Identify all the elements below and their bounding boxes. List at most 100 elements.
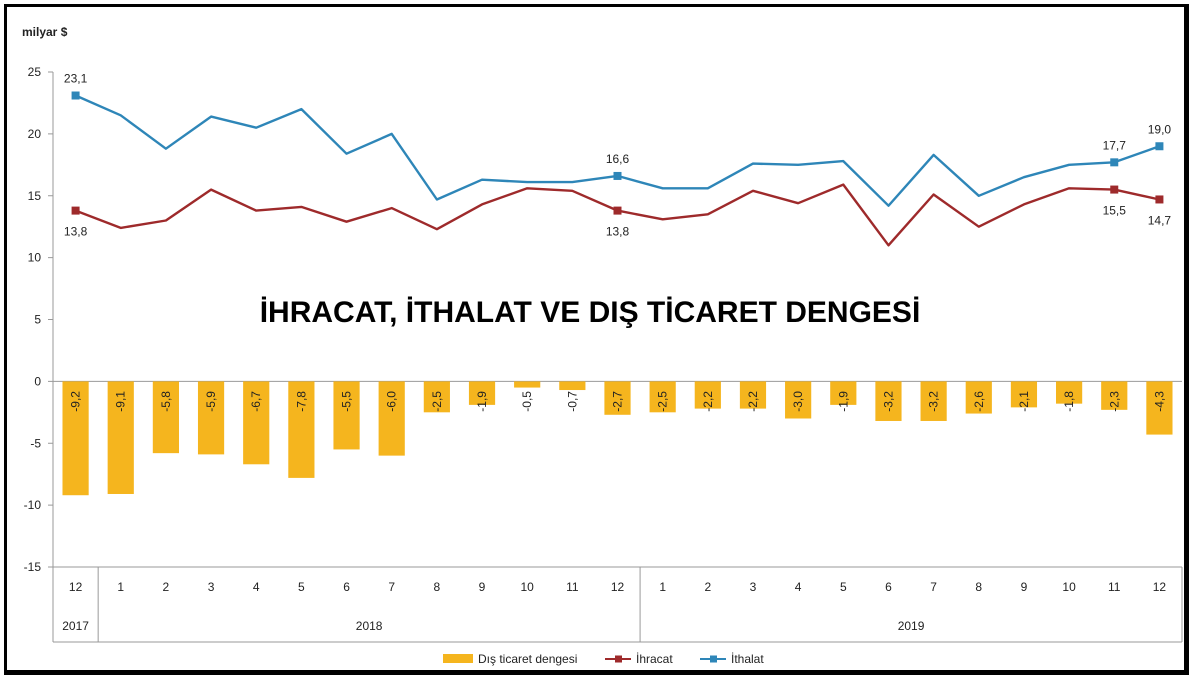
bar-data-label: -2,2 [746,391,760,412]
bar [1101,381,1128,410]
year-label: 2018 [356,619,383,633]
bar [694,381,721,409]
bar-data-label: -5,9 [204,391,218,412]
bar-data-label: -9,2 [69,391,83,412]
series-marker [71,91,80,100]
x-tick-label: 5 [298,580,305,594]
bar [559,381,586,391]
bar-data-label: -2,5 [656,391,670,412]
x-tick-label: 9 [1021,580,1028,594]
legend-swatch [443,654,473,663]
x-tick-label: 4 [795,580,802,594]
bar [1010,381,1038,408]
series-marker [1155,142,1164,151]
x-tick-label: 5 [840,580,847,594]
bar [1056,381,1083,404]
bar-data-label: -6,0 [385,391,399,412]
line-data-label: 13,8 [64,225,88,239]
line-data-label: 23,1 [64,72,88,86]
y-tick-label: 25 [28,65,42,79]
bar-data-label: -1,8 [1062,391,1076,412]
x-tick-label: 12 [1153,580,1167,594]
x-tick-label: 8 [975,580,982,594]
bar [378,381,405,456]
bar [739,381,767,409]
series-marker [1110,158,1119,167]
bar-data-label: -2,6 [972,391,986,412]
bar [604,381,631,415]
legend-label: İthalat [731,652,764,666]
bar-data-label: -1,9 [836,391,850,412]
line-data-label: 13,8 [606,225,630,239]
legend-label: Dış ticaret dengesi [478,652,577,666]
x-tick-label: 1 [117,580,124,594]
bar-data-label: -2,7 [611,391,625,412]
bar-data-label: -0,5 [520,391,534,412]
bar-data-label: -5,5 [340,391,354,412]
bar [197,381,225,455]
bar [920,381,947,421]
x-tick-label: 4 [253,580,260,594]
y-tick-label: 5 [34,313,41,327]
line-data-label: 15,5 [1103,204,1127,218]
year-label: 2019 [898,619,925,633]
y-tick-label: 0 [34,374,41,388]
x-tick-label: 9 [479,580,486,594]
bar [1146,381,1173,435]
x-tick-label: 12 [69,580,83,594]
y-tick-label: 20 [28,127,42,141]
bar [785,381,812,419]
series-line [75,94,1160,207]
bar-data-label: -2,2 [701,391,715,412]
unit-label: milyar $ [22,25,68,39]
bar-data-label: -3,0 [791,391,805,412]
line-data-label: 14,7 [1148,213,1172,227]
bar-data-label: -2,1 [1017,391,1031,412]
lines: 13,8 13,8 15,5 14,7 23,1 16,6 17,7 19,0 [64,72,1172,247]
bar [649,381,676,413]
series-marker [613,171,622,180]
y-tick-label: -5 [30,436,41,450]
series-marker [1110,185,1119,194]
bars: -9,2 -9,1 -5,8 -5,9 -6,7 -7,8 -5,5 -6,0 -2,5 -1,9… [62,381,1173,496]
bar [875,381,902,421]
y-tick-label: 10 [28,251,42,265]
bar [333,381,360,450]
legend: Dış ticaret dengesi İhracat İthalat [443,652,764,666]
line-data-label: 17,7 [1103,138,1127,152]
bar-data-label: -3,2 [881,391,895,412]
bar [830,381,857,405]
bar-data-label: -4,3 [1152,391,1166,412]
bar-data-label: -0,7 [565,391,579,412]
bar [107,381,134,494]
x-tick-label: 6 [885,580,892,594]
x-tick-label: 2 [704,580,711,594]
x-tick-label: 11 [566,580,579,594]
y-tick-label: 15 [28,189,42,203]
x-tick-label: 3 [208,580,215,594]
bar-data-label: -9,1 [114,391,128,412]
bar-data-label: -2,5 [430,391,444,412]
legend-label: İhracat [636,652,673,666]
legend-marker [615,655,622,663]
chart-frame [4,4,1189,675]
x-tick-label: 12 [611,580,625,594]
bar [243,381,270,465]
x-tick-label: 7 [930,580,937,594]
bar [423,381,450,413]
series-marker [1155,195,1164,204]
bar [288,381,315,478]
x-tick-label: 1 [659,580,666,594]
legend-marker [710,655,717,663]
series-marker [613,206,622,215]
x-tick-label: 10 [521,580,535,594]
line-data-label: 19,0 [1148,122,1172,136]
chart-title: İHRACAT, İTHALAT VE DIŞ TİCARET DENGESİ [260,296,921,329]
bar [152,381,179,454]
y-tick-label: -15 [24,560,42,574]
bar-data-label: -2,3 [1107,391,1121,412]
bar-data-label: -3,2 [927,391,941,412]
x-tick-label: 7 [388,580,395,594]
